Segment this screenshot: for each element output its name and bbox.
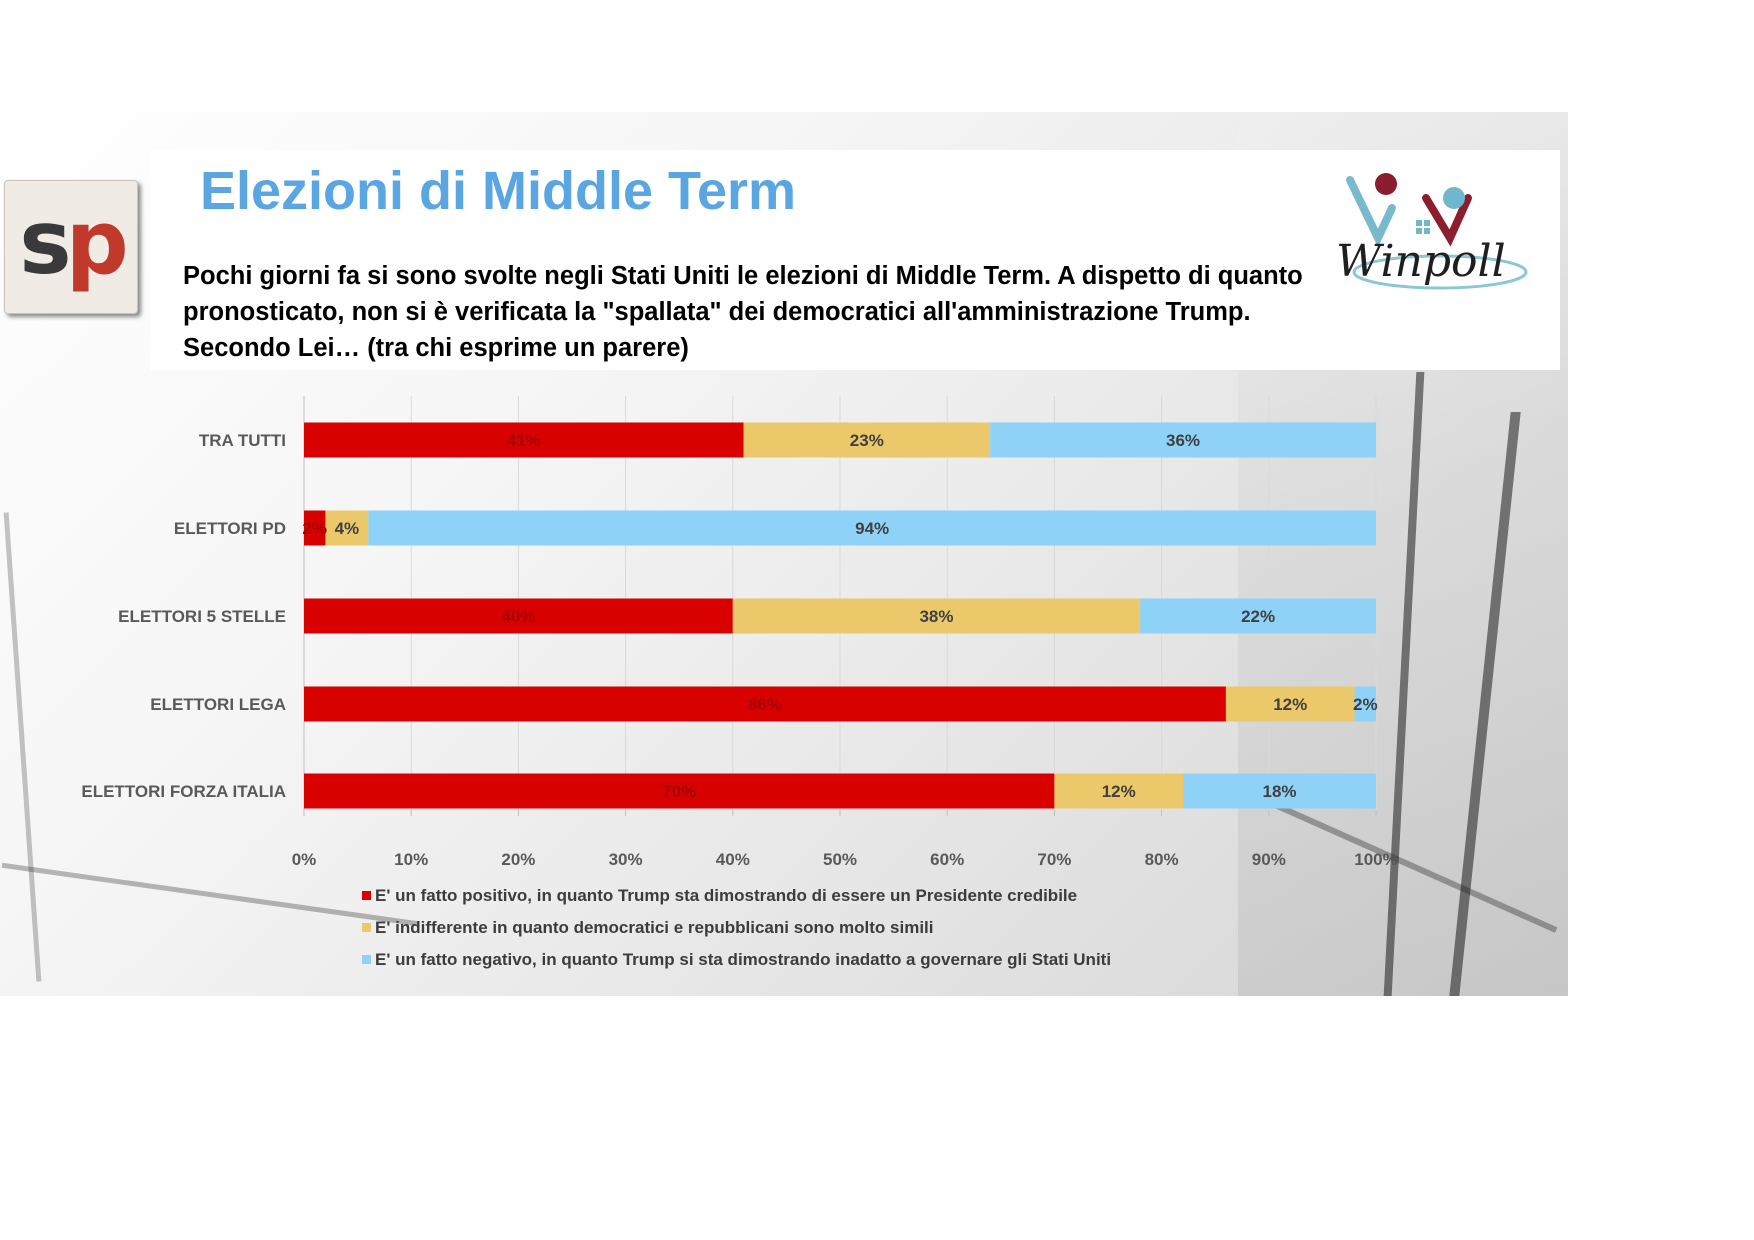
header-panel xyxy=(150,150,1560,370)
legend-label: E' un fatto negativo, in quanto Trump si… xyxy=(375,950,1112,969)
bar-segment xyxy=(304,686,1226,722)
bar-segment xyxy=(325,510,369,546)
data-label: 12% xyxy=(1273,695,1307,714)
bar-segment xyxy=(1183,773,1376,809)
bar-segment xyxy=(304,422,744,458)
bar-segment xyxy=(304,510,326,546)
x-tick-label: 50% xyxy=(823,850,857,869)
data-label: 22% xyxy=(1241,607,1275,626)
bar-segment xyxy=(368,510,1376,546)
data-label: 2% xyxy=(302,519,327,538)
category-label: ELETTORI PD xyxy=(174,519,286,538)
data-label: 38% xyxy=(919,607,953,626)
bar-segment xyxy=(1054,773,1184,809)
x-tick-label: 0% xyxy=(292,850,317,869)
x-tick-label: 100% xyxy=(1354,850,1397,869)
bar-segment xyxy=(1225,686,1355,722)
sp-logo: sp xyxy=(4,180,138,314)
legend-item: E' un fatto negativo, in quanto Trump si… xyxy=(362,950,1111,970)
survey-question: Pochi giorni fa si sono svolte negli Sta… xyxy=(183,262,1303,362)
legend-label: E' indifferente in quanto democratici e … xyxy=(375,918,934,937)
x-tick-label: 90% xyxy=(1252,850,1286,869)
bar-segment xyxy=(732,598,1141,634)
category-label: ELETTORI 5 STELLE xyxy=(118,607,286,626)
data-label: 12% xyxy=(1102,782,1136,801)
winpoll-logo: Winpoll xyxy=(1336,173,1528,290)
x-tick-label: 70% xyxy=(1037,850,1071,869)
data-label: 4% xyxy=(335,519,360,538)
x-tick-label: 60% xyxy=(930,850,964,869)
data-label: 94% xyxy=(855,519,889,538)
x-tick-label: 40% xyxy=(716,850,750,869)
category-label: TRA TUTTI xyxy=(199,431,286,450)
svg-text:Winpoll: Winpoll xyxy=(1336,236,1506,287)
data-label: 18% xyxy=(1263,782,1297,801)
data-label: 86% xyxy=(748,695,782,714)
category-label: ELETTORI LEGA xyxy=(150,695,286,714)
legend-item: E' un fatto positivo, in quanto Trump st… xyxy=(362,886,1077,906)
data-label: 41% xyxy=(507,431,541,450)
x-tick-label: 30% xyxy=(609,850,643,869)
data-label: 36% xyxy=(1166,431,1200,450)
bar-segment xyxy=(304,773,1055,809)
bar-segment xyxy=(1140,598,1376,634)
x-tick-label: 20% xyxy=(501,850,535,869)
data-label: 23% xyxy=(850,431,884,450)
bar-segment xyxy=(304,598,733,634)
data-label: 2% xyxy=(1353,695,1378,714)
legend-swatch xyxy=(362,955,371,964)
bar-segment xyxy=(990,422,1376,458)
legend-swatch xyxy=(362,891,371,900)
bar-segment xyxy=(1354,686,1376,722)
data-label: 40% xyxy=(501,607,535,626)
x-tick-label: 80% xyxy=(1145,850,1179,869)
stacked-bar-chart: 0% 10% 20% 30% 40% 50% 60% 70% 80% 90% 100% TRA TUT… xyxy=(81,396,1398,869)
x-tick-label: 10% xyxy=(394,850,428,869)
legend-swatch xyxy=(362,923,371,932)
data-label: 70% xyxy=(662,782,696,801)
page-title: Elezioni di Middle Term xyxy=(200,161,797,221)
legend-item: E' indifferente in quanto democratici e … xyxy=(362,918,934,938)
bar-segment xyxy=(743,422,991,458)
category-label: ELETTORI FORZA ITALIA xyxy=(81,782,286,801)
legend-label: E' un fatto positivo, in quanto Trump st… xyxy=(375,886,1078,905)
